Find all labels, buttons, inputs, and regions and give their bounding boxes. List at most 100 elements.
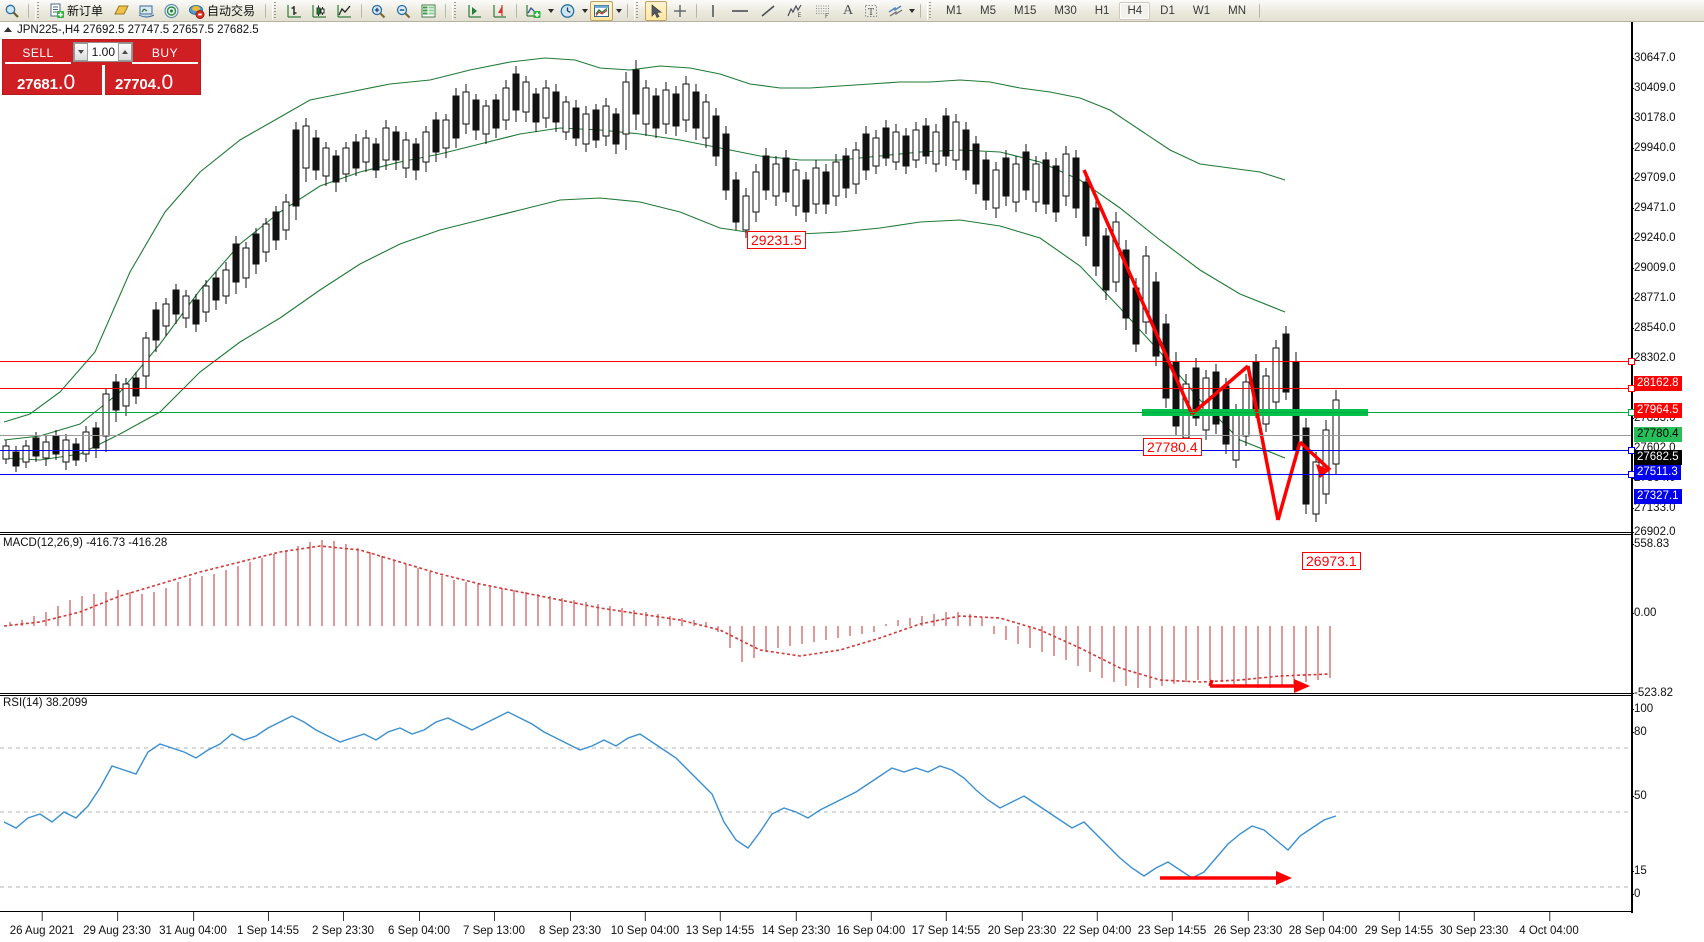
fibonacci-icon[interactable]: F [810,1,836,21]
toolbar-grip[interactable] [35,1,43,20]
terminal-icon[interactable] [135,1,158,21]
elliott-wave-icon[interactable]: E [782,1,808,21]
add-indicator-icon[interactable] [522,1,545,21]
level-line-27511[interactable] [0,447,1635,454]
templates-dropdown-arrow-icon[interactable] [614,2,623,20]
timeframe-m1[interactable]: M1 [946,4,963,17]
rsi-pane [0,695,1631,912]
objects-list-icon[interactable] [884,1,906,21]
toolbar-separator [1259,2,1260,19]
zoom-in-icon[interactable] [367,1,390,21]
new-order-label: 新订单 [67,4,104,18]
resistance-line-27964[interactable] [0,385,1635,392]
line-handle[interactable] [1628,358,1635,365]
autotrading-button[interactable]: 自动交易 [185,1,260,21]
chart-drawing-layer [0,57,1631,888]
periods-dropdown-arrow-icon[interactable] [580,2,589,20]
text-label-icon[interactable]: T [860,1,882,21]
xtick: 23 Sep 14:55 [1138,912,1206,937]
level-line-27327[interactable] [0,471,1635,478]
xtick: 14 Sep 23:30 [762,912,830,937]
magnifier-icon[interactable] [1,1,23,21]
xtick: 26 Sep 23:30 [1214,912,1282,937]
ytick: 27133.0 [1631,502,1676,514]
toolbar-grip[interactable] [634,1,643,20]
price-chip-27511[interactable]: 27511.3 [1634,465,1681,480]
auto-scroll-icon[interactable] [463,1,486,21]
macd-indicator-label: MACD(12,26,9) -416.73 -416.28 [3,537,168,549]
templates-icon[interactable] [590,0,614,21]
rsi-ytick-0: 0 [1630,888,1641,900]
price-chip-28162[interactable]: 28162.8 [1634,376,1682,391]
xtick: 28 Sep 04:00 [1289,912,1357,937]
timeframe-h4[interactable]: H4 [1119,1,1151,20]
text-icon[interactable]: A [842,2,854,18]
price-chip-27780[interactable]: 27780.4 [1634,427,1682,442]
low-pivot-tag[interactable]: 26973.1 [1302,552,1361,570]
trendline-icon[interactable] [756,1,780,21]
timeframe-w1[interactable]: W1 [1192,4,1211,17]
xtick: 16 Sep 04:00 [837,912,905,937]
macd-ytick-zero: 0.00 [1630,607,1657,619]
timeframe-h1[interactable]: H1 [1094,4,1110,17]
volume-increase-icon[interactable] [118,43,132,61]
buy-price-decimal: .0 [155,71,174,94]
ytick: 28771.0 [1631,292,1676,304]
xtick: 6 Sep 04:00 [388,912,450,937]
ytick: 28302.0 [1631,352,1676,364]
folder-icon[interactable] [110,1,133,21]
periods-clock-icon[interactable] [556,1,579,21]
high-pivot-tag[interactable]: 29231.5 [747,231,806,249]
toolbar-grip[interactable] [272,1,281,20]
toolbar-grip[interactable] [927,1,936,20]
chart-shift-icon[interactable] [488,1,511,21]
time-axis[interactable]: 26 Aug 2021 29 Aug 23:30 31 Aug 04:00 1 … [0,912,1631,942]
support-line-27780[interactable] [0,409,1635,416]
one-click-trading-panel[interactable]: SELL 1.00 BUY 27681 .0 27704 .0 [2,39,201,96]
sell-price-integer: 27681 [17,76,58,93]
price-axis[interactable]: 30647.0 30409.0 30178.0 29940.0 29709.0 … [1630,22,1704,913]
xtick: 4 Oct 04:00 [1519,912,1579,937]
svg-text:T: T [868,8,874,18]
candlestick-chart-icon[interactable] [308,1,331,21]
one-click-trading-prices: 27681 .0 27704 .0 [3,64,200,94]
sell-price[interactable]: 27681 .0 [17,72,75,93]
price-chip-27327[interactable]: 27327.1 [1634,489,1682,504]
xtick: 8 Sep 23:30 [539,912,601,937]
resistance-line-28162[interactable] [0,358,1635,365]
data-window-icon[interactable] [417,1,440,21]
cursor-arrow-icon[interactable] [645,0,668,21]
price-axis-divider [1631,22,1633,913]
chart-canvas[interactable] [0,22,1631,913]
timeframe-m30[interactable]: M30 [1054,4,1077,17]
vertical-line-icon[interactable] [702,1,724,21]
toolbar-grip[interactable] [452,1,461,20]
chart-collapse-triangle-icon[interactable] [4,27,12,32]
zoom-out-icon[interactable] [392,1,415,21]
volume-value[interactable]: 1.00 [91,45,115,59]
support-tag[interactable]: 27780.4 [1143,438,1202,456]
buy-price[interactable]: 27704 .0 [115,71,174,94]
timeframe-d1[interactable]: D1 [1160,4,1175,17]
signal-icon[interactable] [160,1,183,21]
new-order-button[interactable]: 新订单 [46,1,108,21]
objects-dropdown-arrow-icon[interactable] [907,2,916,20]
toolbar-separator [627,2,629,19]
timeframe-mn[interactable]: MN [1228,4,1246,17]
one-click-trading-top: SELL 1.00 BUY [3,40,200,64]
price-pane [0,36,1631,533]
add-indicator-dropdown-arrow-icon[interactable] [546,2,555,20]
main-toolbar: 新订单 自动交易 [0,0,1704,22]
timeframe-m15[interactable]: M15 [1014,4,1037,17]
svg-text:E: E [798,12,802,19]
buy-button[interactable]: BUY [132,43,198,64]
timeframe-m5[interactable]: M5 [980,4,996,17]
horizontal-line-icon[interactable] [726,1,754,21]
crosshair-icon[interactable] [669,1,691,21]
volume-stepper[interactable]: 1.00 [73,42,133,62]
volume-decrease-icon[interactable] [74,43,88,61]
sell-button[interactable]: SELL [5,43,71,64]
bar-chart-icon[interactable] [283,1,306,21]
line-chart-icon[interactable] [333,1,356,21]
price-chip-27964[interactable]: 27964.5 [1634,403,1682,418]
